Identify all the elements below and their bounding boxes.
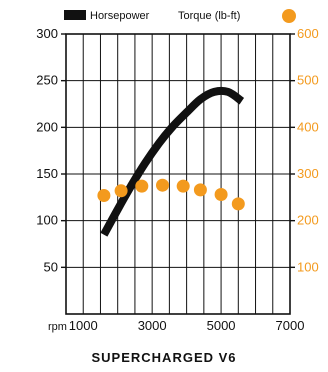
horsepower-line [100, 86, 245, 237]
x-tick-label: 3000 [138, 318, 167, 333]
legend-torque-swatch [282, 9, 296, 23]
right-tick-label: 100 [297, 259, 319, 274]
torque-point [156, 178, 169, 192]
left-tick-label: 200 [36, 119, 58, 134]
left-axis-ticks: 50 100 150 200 250 300 [36, 26, 66, 274]
left-tick-label: 300 [36, 26, 58, 41]
torque-point [231, 197, 245, 211]
right-tick-label: 600 [297, 26, 319, 41]
torque-point [97, 189, 111, 202]
x-tick-label: 1000 [69, 318, 98, 333]
legend-horsepower-label: Horsepower [90, 10, 150, 22]
x-axis-ticks: 1000 3000 5000 7000 [69, 318, 305, 333]
grid [66, 34, 290, 314]
right-tick-label: 300 [297, 166, 319, 181]
x-tick-label: 7000 [276, 318, 305, 333]
legend-horsepower-swatch [64, 10, 86, 20]
torque-point [193, 183, 207, 197]
series [97, 86, 245, 237]
left-tick-label: 100 [36, 213, 58, 228]
x-axis-unit-label: rpm [48, 321, 67, 333]
right-tick-label: 500 [297, 73, 319, 88]
left-tick-label: 150 [36, 166, 58, 181]
torque-point [214, 188, 228, 201]
x-tick-label: 5000 [207, 318, 236, 333]
right-tick-label: 200 [297, 213, 319, 228]
legend: Horsepower Torque (lb-ft) [64, 9, 296, 23]
left-tick-label: 50 [44, 259, 58, 274]
right-tick-label: 400 [297, 119, 319, 134]
right-axis-ticks: 100 200 300 400 500 600 [290, 26, 319, 274]
chart-title: SUPERCHARGED V6 [91, 350, 236, 365]
torque-point [176, 179, 190, 193]
torque-point [135, 179, 149, 193]
legend-torque-label: Torque (lb-ft) [178, 10, 240, 22]
left-tick-label: 250 [36, 73, 58, 88]
torque-point [114, 184, 128, 198]
